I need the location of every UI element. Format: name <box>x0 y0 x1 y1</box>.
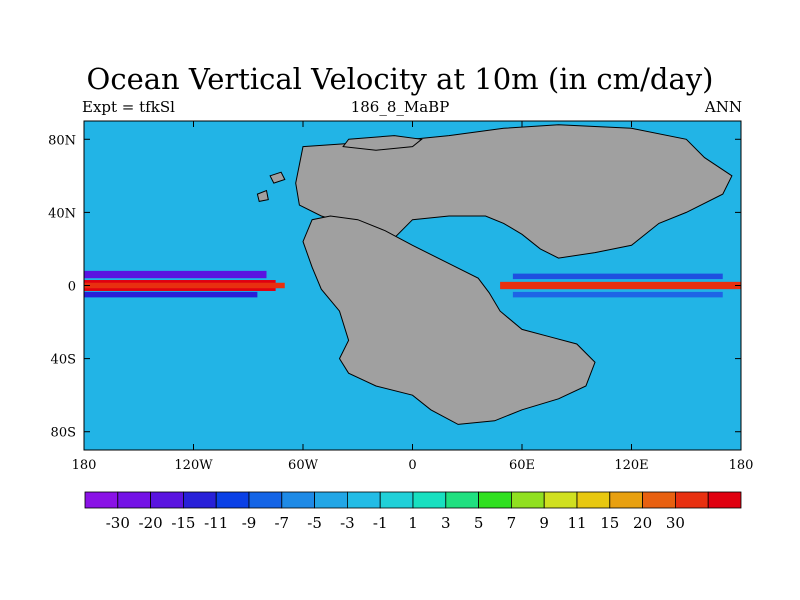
y-tick-label: 80S <box>51 426 76 441</box>
nw-islet <box>269 171 286 184</box>
x-tick-label: 120E <box>614 458 648 473</box>
colorbar-label: -3 <box>340 514 355 532</box>
colorbar-swatch <box>510 491 545 509</box>
colorbar-label: 11 <box>567 514 586 532</box>
season-label: ANN <box>704 98 742 116</box>
colorbar-swatch <box>576 491 611 509</box>
tethys-equatorial-upwelling <box>500 281 741 290</box>
experiment-label: Expt = tfkSl <box>82 98 175 116</box>
pacific-downwelling-north <box>84 270 267 279</box>
x-tick-label: 0 <box>408 458 416 473</box>
y-tick-label: 80N <box>48 133 76 148</box>
colorbar-swatch <box>642 491 676 509</box>
y-tick-label: 40S <box>51 353 76 368</box>
y-tick-label: 40N <box>48 206 76 221</box>
colorbar-swatch <box>412 491 447 509</box>
colorbar-label: -9 <box>242 514 257 532</box>
x-tick-label: 60W <box>288 458 319 473</box>
w-islet <box>256 189 269 202</box>
x-tick-label: 180 <box>72 458 97 473</box>
colorbar-label: -7 <box>274 514 289 532</box>
x-tick-label: 120W <box>174 458 213 473</box>
colorbar-swatch <box>445 491 479 509</box>
colorbar-swatch <box>379 491 414 509</box>
colorbar-label: 7 <box>507 514 517 532</box>
colorbar-swatch <box>675 491 709 509</box>
y-tick-label: 0 <box>68 280 76 295</box>
colorbar-swatch <box>478 491 512 509</box>
colorbar-swatch <box>346 491 381 509</box>
colorbar-label: -11 <box>204 514 228 532</box>
x-tick-label: 180 <box>729 458 754 473</box>
colorbar-label: 1 <box>408 514 418 532</box>
time-label: 186_8_MaBP <box>350 98 450 116</box>
colorbar-label: -30 <box>106 514 130 532</box>
colorbar-label: -5 <box>307 514 322 532</box>
colorbar-swatch <box>543 491 578 509</box>
colorbar-swatch <box>248 491 283 509</box>
colorbar-swatch <box>281 491 315 509</box>
colorbar-swatch <box>609 491 643 509</box>
colorbar-label: 30 <box>666 514 685 532</box>
tethys-downwelling-south <box>512 291 723 298</box>
colorbar-label: 3 <box>441 514 451 532</box>
colorbar-label: -15 <box>171 514 195 532</box>
map-title: Ocean Vertical Velocity at 10m (in cm/da… <box>86 62 714 96</box>
colorbar-swatch <box>215 491 250 509</box>
pacific-downwelling-south <box>84 291 258 298</box>
tethys-downwelling-north <box>512 273 723 280</box>
colorbar-label: -1 <box>373 514 388 532</box>
colorbar-label: 9 <box>539 514 549 532</box>
x-tick-label: 60E <box>509 458 535 473</box>
colorbar-swatch <box>182 491 217 509</box>
colorbar-label: 5 <box>474 514 484 532</box>
pacific-equatorial-band-inner <box>84 282 285 289</box>
colorbar-swatch <box>314 491 348 509</box>
colorbar-label: 15 <box>600 514 619 532</box>
colorbar-swatch <box>117 491 152 509</box>
colorbar-swatch <box>707 491 742 509</box>
colorbar-swatch <box>84 491 119 509</box>
colorbar-swatch <box>150 491 184 509</box>
colorbar-label: -20 <box>139 514 163 532</box>
colorbar-label: 20 <box>633 514 652 532</box>
pangea-south <box>302 215 596 425</box>
arctic-island <box>342 135 423 151</box>
